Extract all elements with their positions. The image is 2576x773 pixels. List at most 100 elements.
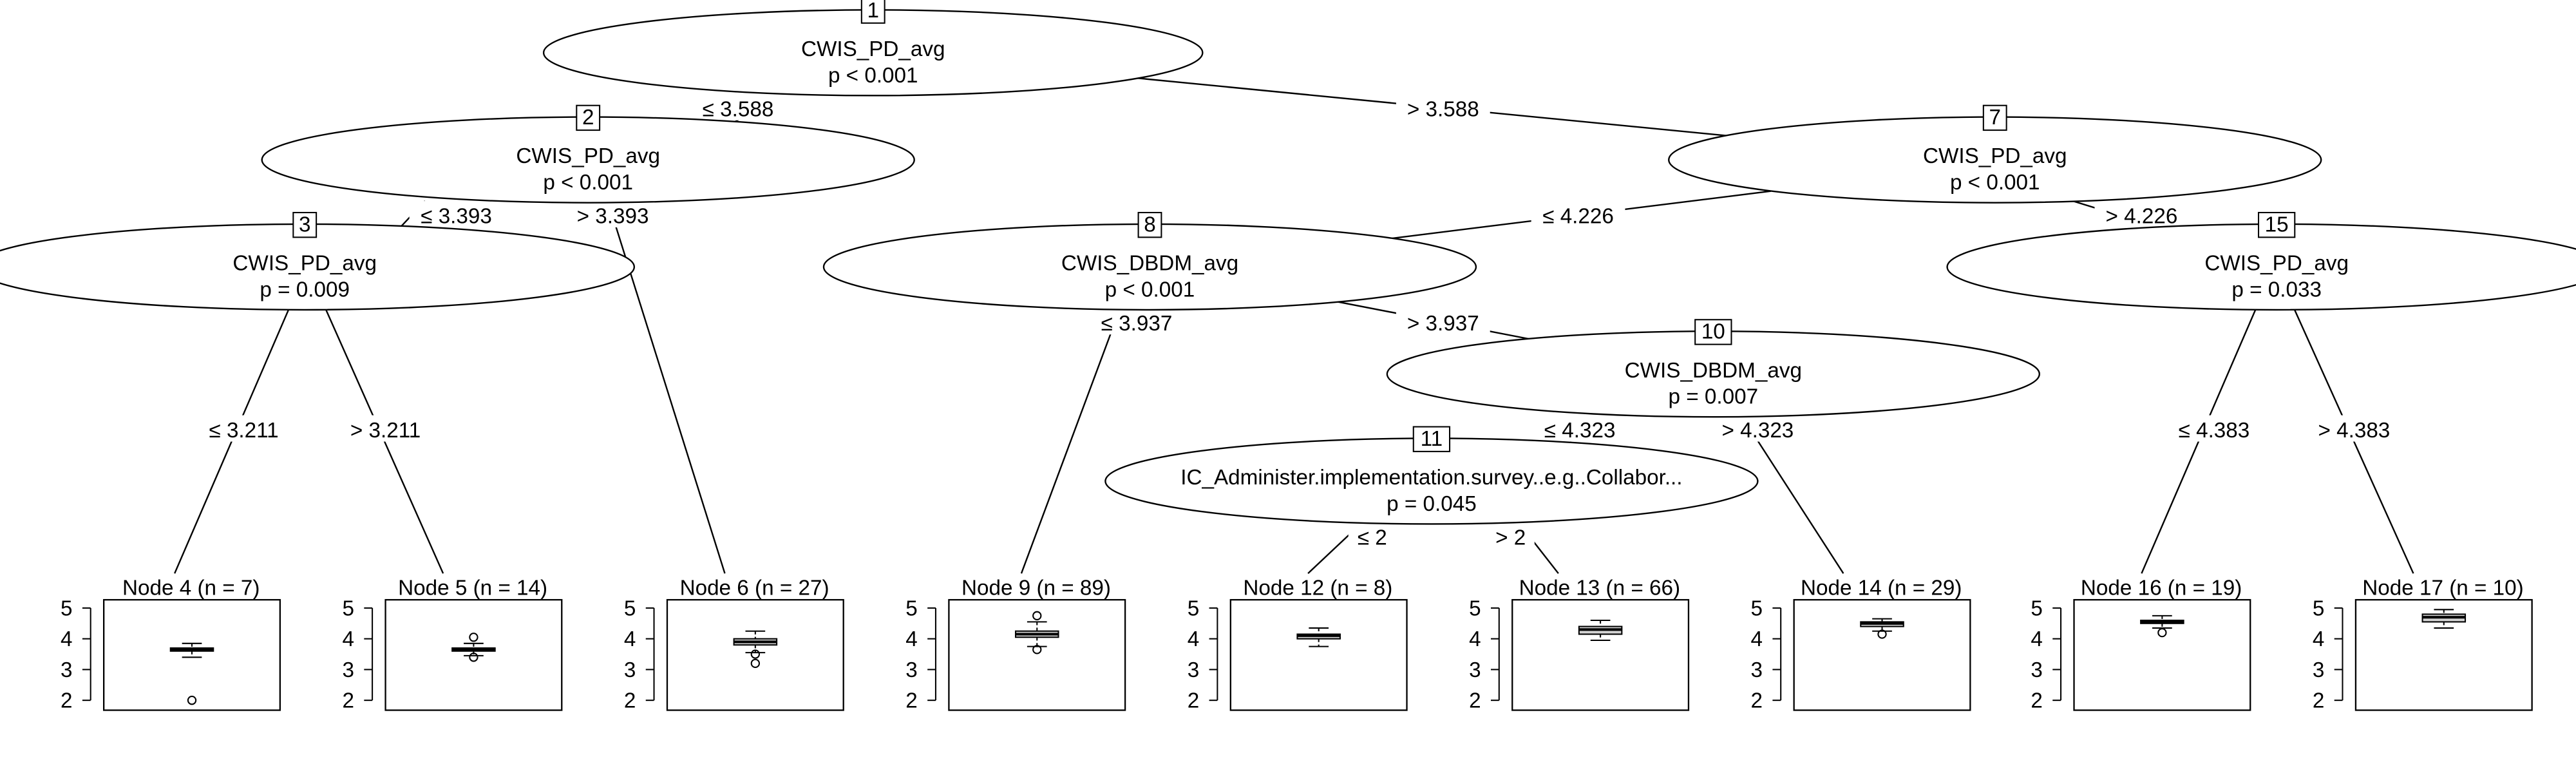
- terminal-node-6: Node 6 (n = 27) 2 3 4 5: [624, 576, 844, 713]
- plot-frame: [2073, 598, 2251, 711]
- node-id-box: [860, 0, 886, 24]
- edge-label-bg: [2094, 201, 2189, 228]
- edge-label-3-5: > 3.211: [350, 419, 421, 443]
- node-id-box: [2257, 211, 2296, 238]
- node-id-label: 10: [1701, 320, 1725, 344]
- edge-label-bg: [1710, 415, 1805, 442]
- edge-label-8-9: ≤ 3.937: [1101, 312, 1173, 336]
- node-p-value: p = 0.033: [2231, 278, 2322, 301]
- node-variable-label: CWIS_DBDM_avg: [1061, 252, 1238, 276]
- y-tick-label: 3: [1469, 658, 1481, 682]
- edge-label-bg: [2307, 415, 2401, 442]
- edge-label-bg: [1348, 522, 1396, 549]
- edge-label-7-8: ≤ 4.226: [1542, 205, 1614, 229]
- terminal-title: Node 4 (n = 7): [122, 576, 260, 600]
- y-tick-label: 4: [1469, 627, 1481, 651]
- y-tick-label: 5: [1188, 596, 1200, 620]
- y-tick-label: 5: [1751, 596, 1763, 620]
- y-tick-label: 2: [1188, 689, 1200, 713]
- plot-frame: [1511, 598, 1690, 711]
- plot-frame: [2354, 598, 2533, 711]
- y-tick-label: 2: [1751, 689, 1763, 713]
- edge-label-bg: [196, 415, 291, 442]
- plot-frame: [666, 598, 844, 711]
- y-tick-label: 5: [61, 596, 73, 620]
- y-tick-label: 4: [61, 627, 73, 651]
- y-tick-label: 2: [61, 689, 73, 713]
- y-tick-label: 3: [2313, 658, 2325, 682]
- outlier-point: [1032, 611, 1042, 621]
- node-id-label: 7: [1989, 106, 2001, 129]
- y-tick-label: 4: [1751, 627, 1763, 651]
- y-tick-label: 3: [342, 658, 354, 682]
- edge-label-1-2: ≤ 3.588: [703, 97, 774, 121]
- terminal-title: Node 9 (n = 89): [961, 576, 1111, 600]
- terminal-title: Node 13 (n = 66): [1519, 576, 1680, 600]
- node-id-label: 15: [2265, 213, 2289, 236]
- edge-label-8-10: > 3.937: [1407, 312, 1479, 336]
- edge-label-bg: [1533, 415, 1627, 442]
- node-id-box: [1137, 211, 1162, 238]
- y-tick-label: 2: [2313, 689, 2325, 713]
- node-p-value: p < 0.001: [1105, 278, 1195, 301]
- edge-label-10-14: > 4.323: [1721, 419, 1794, 443]
- terminal-title: Node 14 (n = 29): [1801, 576, 1962, 600]
- terminal-title: Node 17 (n = 10): [2362, 576, 2523, 600]
- outlier-point: [187, 695, 197, 705]
- node-id-box: [1982, 104, 2007, 131]
- node-variable-label: CWIS_PD_avg: [1923, 144, 2067, 168]
- outlier-point: [469, 633, 478, 642]
- y-tick-label: 3: [1188, 658, 1200, 682]
- node-variable-label: CWIS_PD_avg: [2204, 252, 2349, 276]
- y-tick-label: 3: [61, 658, 73, 682]
- edge-label-bg: [565, 201, 660, 228]
- edge-label-1-7: > 3.588: [1407, 97, 1479, 121]
- y-tick-label: 5: [342, 596, 354, 620]
- outlier-point: [1877, 629, 1887, 639]
- y-tick-label: 5: [905, 596, 918, 620]
- node-p-value: p < 0.001: [828, 64, 918, 88]
- plot-frame: [103, 598, 281, 711]
- plot-frame: [1793, 598, 1971, 711]
- terminal-node-9: Node 9 (n = 89) 2 3 4 5: [905, 576, 1126, 713]
- node-variable-label: CWIS_PD_avg: [801, 37, 945, 61]
- edge-label-bg: [2167, 415, 2261, 442]
- terminal-title: Node 12 (n = 8): [1243, 576, 1392, 600]
- y-tick-label: 4: [1188, 627, 1200, 651]
- edge-label-11-13: > 2: [1495, 526, 1526, 549]
- inner-node-11: 11 IC_Administer.implementation.survey..e…: [1104, 426, 1759, 525]
- edge-label-bg: [691, 93, 785, 120]
- node-id-box: [292, 211, 317, 238]
- y-tick-label: 5: [1469, 596, 1481, 620]
- edge-label-bg: [409, 201, 504, 228]
- node-id-box: [576, 104, 601, 131]
- edge-label-2-3: ≤ 3.393: [421, 205, 492, 229]
- edge-label-7-15: > 4.226: [2105, 205, 2177, 229]
- terminal-title: Node 5 (n = 14): [398, 576, 547, 600]
- y-tick-label: 3: [624, 658, 636, 682]
- y-tick-label: 5: [2313, 596, 2325, 620]
- edge-label-bg: [1090, 308, 1184, 335]
- outlier-point: [2157, 627, 2167, 638]
- terminal-node-14: Node 14 (n = 29) 2 3 4 5: [1751, 576, 1971, 713]
- node-variable-label: CWIS_PD_avg: [516, 144, 660, 168]
- y-tick-label: 2: [905, 689, 918, 713]
- y-tick-label: 4: [624, 627, 636, 651]
- node-variable-label: CWIS_PD_avg: [232, 252, 377, 276]
- node-variable-label: IC_Administer.implementation.survey..e.g…: [1180, 466, 1682, 490]
- terminal-node-4: Node 4 (n = 7) 2 3 4 5: [61, 576, 281, 713]
- terminal-title: Node 16 (n = 19): [2081, 576, 2242, 600]
- terminal-node-13: Node 13 (n = 66) 2 3 4 5: [1469, 576, 1690, 713]
- y-tick-label: 4: [2313, 627, 2325, 651]
- node-id-label: 3: [299, 213, 311, 236]
- outlier-point: [1032, 645, 1042, 654]
- node-id-box: [1412, 426, 1451, 452]
- edge-label-bg: [338, 415, 433, 442]
- edge-label-3-4: ≤ 3.211: [209, 419, 278, 443]
